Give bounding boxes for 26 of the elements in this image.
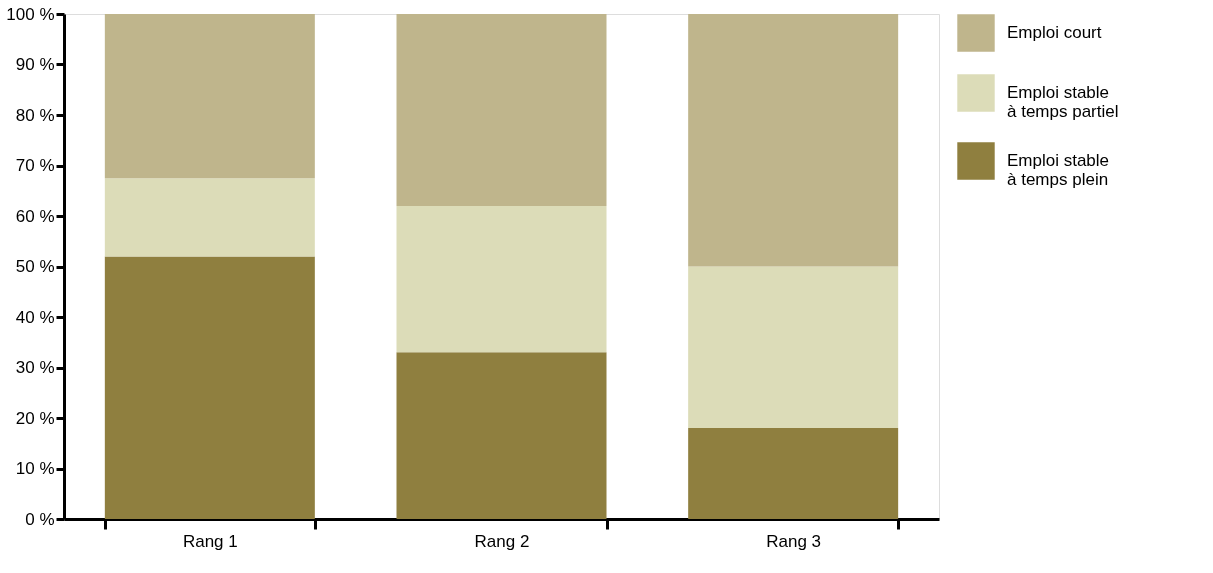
y-tick-label: 20 %: [15, 408, 55, 428]
x-tick-label: Rang 2: [474, 531, 530, 551]
bar: [104, 14, 315, 179]
bar: [688, 428, 899, 519]
y-tick-label: 90 %: [15, 55, 55, 74]
y-tick-label: 60 %: [15, 206, 55, 226]
x-tick-label: Rang 3: [766, 531, 822, 551]
bar: [688, 14, 899, 267]
legend-label: Emploi stable à temps partiel: [1007, 83, 1119, 121]
bar: [688, 266, 899, 429]
bar: [104, 178, 315, 257]
y-tick-label: 70 %: [15, 156, 55, 175]
bar: [104, 256, 315, 519]
y-tick-label: 30 %: [15, 358, 55, 377]
y-tick-label: 100 %: [6, 4, 55, 24]
y-tick-label: 40 %: [15, 307, 55, 327]
x-tick-label: Rang 1: [182, 531, 238, 551]
y-tick-label: 80 %: [15, 105, 55, 125]
y-tick-label: 10 %: [15, 459, 55, 478]
legend-label: Emploi court: [1007, 23, 1102, 42]
bar: [396, 14, 607, 206]
bar: [396, 205, 607, 353]
bar: [396, 352, 607, 519]
y-tick-label: 50 %: [15, 257, 55, 276]
y-tick-label: 0 %: [25, 509, 55, 529]
legend-label: Emploi stable à temps plein: [1007, 151, 1110, 189]
